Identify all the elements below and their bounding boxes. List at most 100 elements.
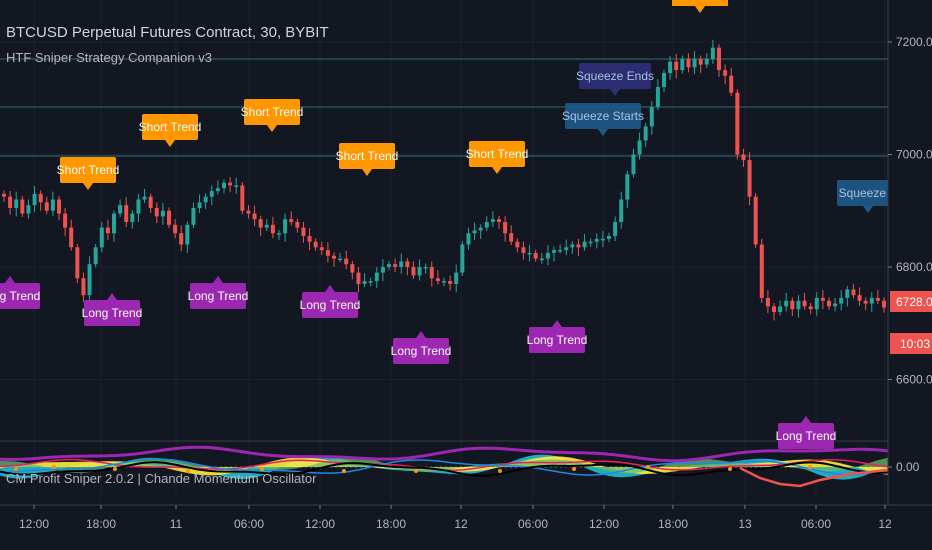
oscillator-line-red — [739, 466, 889, 488]
candle-body — [448, 281, 453, 284]
candle-body — [857, 295, 862, 301]
candle-body — [258, 219, 263, 228]
signal-label-pointer — [416, 331, 426, 338]
candle-body — [717, 47, 721, 71]
candle-body — [215, 188, 220, 192]
signal-label-short: Short Trend — [57, 157, 120, 190]
candle-body — [417, 267, 422, 276]
candle-body — [790, 300, 795, 310]
price-tick-label: 6800.0 — [896, 260, 932, 274]
signal-label-text: Short Trend — [336, 149, 399, 163]
candle-body — [429, 267, 434, 279]
candle-body — [179, 233, 184, 245]
candle-body — [662, 72, 666, 87]
signal-label-long: Long Trend — [82, 293, 143, 326]
time-tick-label: 12:00 — [305, 517, 335, 531]
candle-body — [509, 233, 514, 242]
signal-label-short: Short Trend — [139, 114, 201, 147]
candle-body — [240, 185, 245, 211]
signal-label-short: Short Trend — [336, 143, 399, 176]
oscillator-dot — [342, 469, 346, 473]
candle-body — [637, 140, 642, 155]
oscillator-line-black — [0, 461, 889, 477]
candle-body — [203, 196, 208, 203]
candle-body — [14, 199, 19, 208]
candle-body — [124, 205, 129, 222]
candle-body — [173, 224, 178, 234]
oscillator-pane — [0, 445, 889, 488]
candle-body — [313, 241, 318, 248]
candle-body — [154, 207, 159, 217]
signal-label-box — [579, 63, 651, 89]
candle-body — [827, 300, 831, 307]
candle-body — [472, 230, 477, 234]
candle-body — [356, 272, 361, 284]
signal-label-pointer — [863, 206, 873, 213]
candle-body — [57, 199, 61, 214]
candle-body — [87, 264, 92, 296]
candle-body — [765, 297, 770, 307]
candle-body — [851, 289, 856, 296]
candle-body — [350, 264, 355, 273]
candle-body — [44, 202, 49, 211]
candle-body — [374, 272, 379, 282]
oscillator-dot — [260, 467, 264, 471]
candle-body — [160, 210, 165, 217]
candle-body — [772, 306, 776, 312]
candle-body — [191, 207, 196, 225]
candle-body — [594, 238, 599, 242]
signal-label-box — [778, 423, 834, 449]
time-tick-label: 18:00 — [376, 517, 406, 531]
candle-body — [2, 193, 6, 197]
candle-body — [521, 247, 526, 253]
candle-body — [704, 58, 709, 65]
candle-body — [796, 300, 801, 310]
candle-body — [148, 196, 153, 208]
time-tick-label: 18:00 — [86, 517, 116, 531]
candle-body — [631, 154, 636, 175]
candle-body — [454, 272, 459, 284]
signal-label-long: Long Trend — [188, 276, 248, 309]
signal-label-short: Short Trend — [466, 141, 528, 174]
signal-label-pointer — [5, 276, 15, 283]
candle-body — [26, 205, 31, 214]
signal-label-pointer — [801, 416, 811, 423]
candle-body — [576, 244, 581, 248]
candle-body — [668, 61, 673, 73]
candle-body — [411, 267, 416, 276]
candle-body — [600, 238, 605, 241]
candle-body — [362, 281, 367, 284]
candle-body — [99, 227, 104, 248]
signal-label-box — [302, 292, 358, 318]
oscillator-dot — [186, 469, 190, 473]
candle-body — [423, 267, 428, 269]
candle-body — [674, 61, 679, 71]
signal-label-long: Long Trend — [391, 331, 452, 364]
signal-label-text: Long Trend — [391, 344, 452, 358]
signal-label-pointer — [267, 125, 277, 132]
horizontal-levels — [0, 58, 888, 157]
signal-label-squeeze-start: Squeeze S — [837, 180, 899, 213]
candle-body — [478, 227, 483, 231]
candle-body — [649, 106, 654, 127]
candle-body — [252, 213, 257, 220]
candle-body — [130, 213, 135, 222]
candle-body — [808, 306, 813, 310]
candle-body — [222, 182, 226, 189]
indicator-title: HTF Sniper Strategy Companion v3 — [6, 50, 212, 65]
signal-label-text: Squeeze S — [839, 186, 898, 200]
candle-body — [167, 210, 171, 225]
oscillator-dot — [113, 467, 117, 471]
signal-label-pointer — [492, 167, 502, 174]
candle-body — [405, 261, 410, 267]
candle-body — [729, 75, 734, 93]
signal-label-text: Short Trend — [57, 163, 120, 177]
candle-body — [882, 300, 886, 308]
candle-body — [545, 252, 550, 259]
signal-labels: Long Trend Short Trend Long Trend Short Tre… — [0, 0, 899, 449]
candle-body — [515, 241, 520, 248]
signal-label-squeeze-end: Squeeze Ends — [576, 63, 654, 96]
candle-body — [582, 241, 587, 248]
signal-label-text: Long Trend — [82, 306, 143, 320]
